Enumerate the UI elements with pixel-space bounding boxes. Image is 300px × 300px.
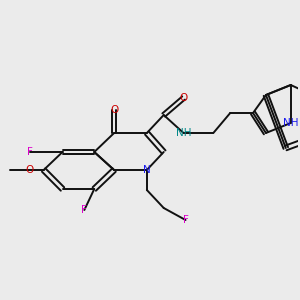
Text: F: F bbox=[81, 205, 87, 215]
Text: O: O bbox=[179, 93, 188, 103]
Text: N: N bbox=[143, 165, 151, 175]
Text: NH: NH bbox=[283, 118, 298, 128]
Text: F: F bbox=[27, 147, 33, 157]
Text: NH: NH bbox=[176, 128, 191, 138]
Text: F: F bbox=[183, 215, 188, 225]
Text: O: O bbox=[110, 105, 118, 115]
Text: O: O bbox=[26, 165, 34, 175]
